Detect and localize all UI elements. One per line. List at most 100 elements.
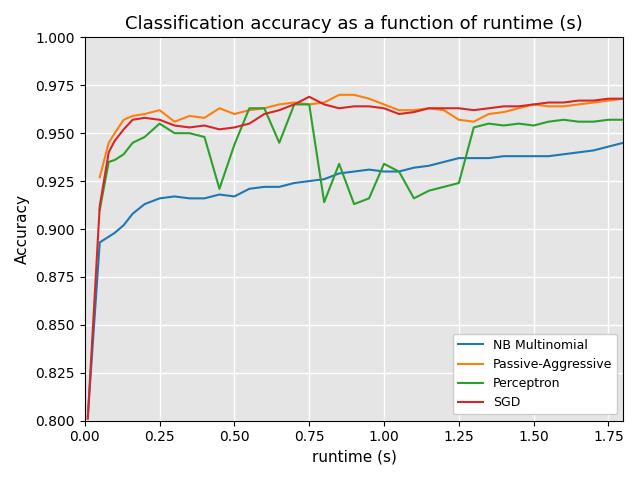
SGD [321,102,328,108]
NB Multinomial [485,155,493,161]
Perceptron [141,134,148,140]
Passive-Aggressive [141,111,148,117]
SGD [105,149,113,155]
Passive-Aggressive [470,119,477,124]
Perceptron [470,124,477,130]
NB Multinomial [141,201,148,207]
NB Multinomial [455,155,463,161]
NB Multinomial [365,167,373,172]
Passive-Aggressive [171,119,179,124]
Perceptron [291,102,298,108]
SGD [589,98,597,104]
NB Multinomial [560,151,568,157]
Passive-Aggressive [410,108,418,113]
Perceptron [500,122,508,128]
Perceptron [440,184,448,190]
Passive-Aggressive [156,108,163,113]
SGD [305,94,313,100]
Passive-Aggressive [275,102,283,108]
Perceptron [171,130,179,136]
Perceptron [275,140,283,145]
Passive-Aggressive [515,106,522,111]
SGD [545,100,552,106]
Passive-Aggressive [440,108,448,113]
NB Multinomial [321,176,328,182]
NB Multinomial [171,193,179,199]
Passive-Aggressive [620,96,627,102]
Perceptron [589,119,597,124]
NB Multinomial [216,192,223,197]
Passive-Aggressive [365,96,373,102]
Perceptron [321,199,328,205]
SGD [530,102,538,108]
Passive-Aggressive [96,174,104,180]
Passive-Aggressive [200,115,208,121]
SGD [111,138,118,144]
Passive-Aggressive [105,140,113,145]
SGD [515,104,522,109]
NB Multinomial [260,184,268,190]
NB Multinomial [380,168,388,174]
Perceptron [96,207,104,213]
Perceptron [560,117,568,123]
Passive-Aggressive [380,102,388,108]
NB Multinomial [530,153,538,159]
Perceptron [365,195,373,201]
SGD [470,108,477,113]
Passive-Aggressive [186,113,193,119]
NB Multinomial [545,153,552,159]
NB Multinomial [129,211,136,216]
NB Multinomial [470,155,477,161]
Perceptron [260,106,268,111]
SGD [260,111,268,117]
Perceptron [425,188,433,193]
SGD [230,124,238,130]
NB Multinomial [305,178,313,184]
SGD [350,104,358,109]
SGD [246,120,253,126]
SGD [171,122,179,128]
Perceptron [105,159,113,165]
SGD [200,122,208,128]
NB Multinomial [120,222,127,228]
Perceptron [575,119,582,124]
Passive-Aggressive [216,106,223,111]
NB Multinomial [500,153,508,159]
Perceptron [410,195,418,201]
SGD [485,106,493,111]
SGD [380,106,388,111]
NB Multinomial [246,186,253,192]
Perceptron [216,186,223,192]
Perceptron [620,117,627,123]
SGD [605,96,612,102]
Line: Perceptron: Perceptron [100,105,623,210]
NB Multinomial [440,159,448,165]
Perceptron [230,142,238,147]
SGD [186,124,193,130]
Perceptron [200,134,208,140]
Perceptron [455,180,463,186]
X-axis label: runtime (s): runtime (s) [312,450,397,465]
Perceptron [530,122,538,128]
NB Multinomial [425,163,433,168]
SGD [96,203,104,209]
SGD [440,106,448,111]
NB Multinomial [620,140,627,145]
Passive-Aggressive [129,113,136,119]
SGD [84,416,92,422]
Passive-Aggressive [575,102,582,108]
NB Multinomial [515,153,522,159]
SGD [156,117,163,123]
SGD [395,111,403,117]
Y-axis label: Accuracy: Accuracy [15,194,30,264]
Passive-Aggressive [530,102,538,108]
Perceptron [111,157,118,163]
SGD [425,106,433,111]
Passive-Aggressive [500,109,508,115]
Perceptron [395,168,403,174]
Passive-Aggressive [455,117,463,123]
NB Multinomial [156,195,163,201]
NB Multinomial [186,195,193,201]
SGD [216,126,223,132]
Perceptron [305,102,313,108]
